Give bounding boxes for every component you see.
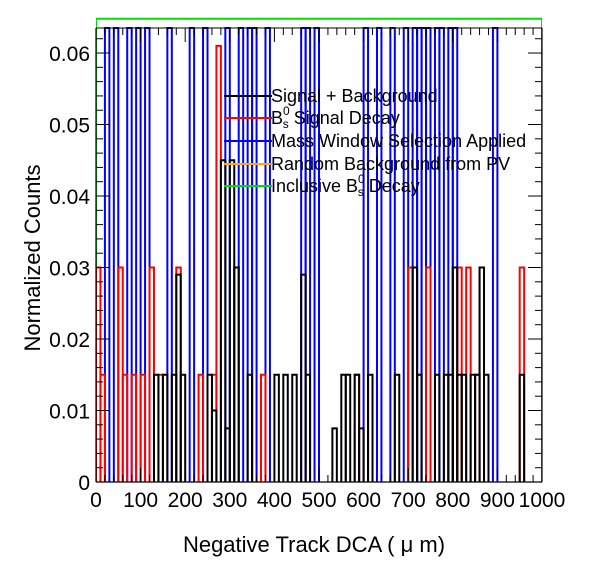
histogram-bin — [393, 373, 401, 482]
histogram-bin — [179, 373, 187, 482]
tick-labels: 0 100 200 300 400 500 600 700 800 900 1000 0 0.01 0.0… — [49, 43, 565, 512]
x-axis-title: Negative Track DCA ( μ m) — [183, 532, 445, 557]
x-tick-label: 800 — [435, 489, 470, 512]
histogram-bin — [483, 373, 490, 482]
histogram-bin — [188, 27, 196, 482]
y-tick-label: 0.05 — [49, 115, 90, 138]
histogram-bin — [331, 427, 338, 482]
y-tick-label: 0.04 — [49, 186, 90, 209]
histogram-bin — [344, 373, 352, 482]
y-axis-title: Normalized Counts — [20, 164, 45, 351]
histogram-bin — [304, 373, 312, 482]
histogram-bin — [518, 373, 526, 482]
y-tick-label: 0.03 — [49, 258, 90, 281]
x-tick-label: 100 — [123, 489, 158, 512]
histogram-bin — [210, 409, 218, 482]
axis-ticks — [95, 28, 543, 483]
histogram-bin — [273, 373, 280, 482]
x-tick-label: 900 — [480, 489, 515, 512]
y-tick-label: 0 — [78, 472, 90, 495]
series-0 — [152, 159, 526, 482]
y-tick-label: 0.06 — [49, 43, 90, 66]
series-4 — [96, 17, 542, 482]
histogram-bin — [96, 17, 542, 482]
histogram-bin — [491, 27, 499, 482]
histogram-bin — [197, 373, 205, 482]
histogram-bin — [152, 373, 160, 482]
histogram-bin — [416, 373, 423, 482]
histogram-bin — [367, 373, 374, 482]
histogram-bin — [460, 373, 468, 482]
histogram-bin — [99, 373, 106, 482]
histogram-bin — [246, 373, 254, 482]
histogram-bin — [233, 266, 240, 482]
histogram-bin — [130, 373, 138, 482]
x-tick-label: 400 — [257, 489, 292, 512]
histogram-bin — [260, 373, 267, 482]
histogram-bin — [139, 373, 147, 482]
x-tick-label: 600 — [346, 489, 381, 512]
histogram-bin — [358, 427, 365, 482]
histogram-bin — [291, 373, 298, 482]
y-tick-label: 0.01 — [49, 401, 90, 424]
x-tick-label: 1000 — [519, 489, 566, 512]
legend-label-bs-signal: B0 s Signal Decay — [271, 104, 400, 131]
x-tick-label: 700 — [391, 489, 426, 512]
histogram-bin — [425, 266, 432, 482]
y-tick-label: 0.02 — [49, 329, 90, 352]
legend-label-inclusive-bs: Inclusive B0 s Decay — [271, 172, 420, 199]
legend: Signal + Background B0 s Signal Decay Mas… — [224, 86, 526, 199]
x-tick-label: 0 — [90, 489, 102, 512]
x-tick-label: 500 — [301, 489, 336, 512]
x-tick-label: 200 — [168, 489, 203, 512]
histogram-bin — [282, 373, 289, 482]
histogram-bin — [161, 373, 169, 482]
histogram-bin — [433, 373, 441, 482]
histogram-bin — [121, 373, 129, 482]
x-tick-label: 300 — [212, 489, 247, 512]
legend-label-random-background: Random Background from PV — [271, 154, 510, 174]
legend-label-mass-window: Mass Window Selection Applied — [271, 131, 526, 151]
histogram-bin — [219, 159, 227, 482]
legend-label-signal-background: Signal + Background — [271, 86, 438, 106]
